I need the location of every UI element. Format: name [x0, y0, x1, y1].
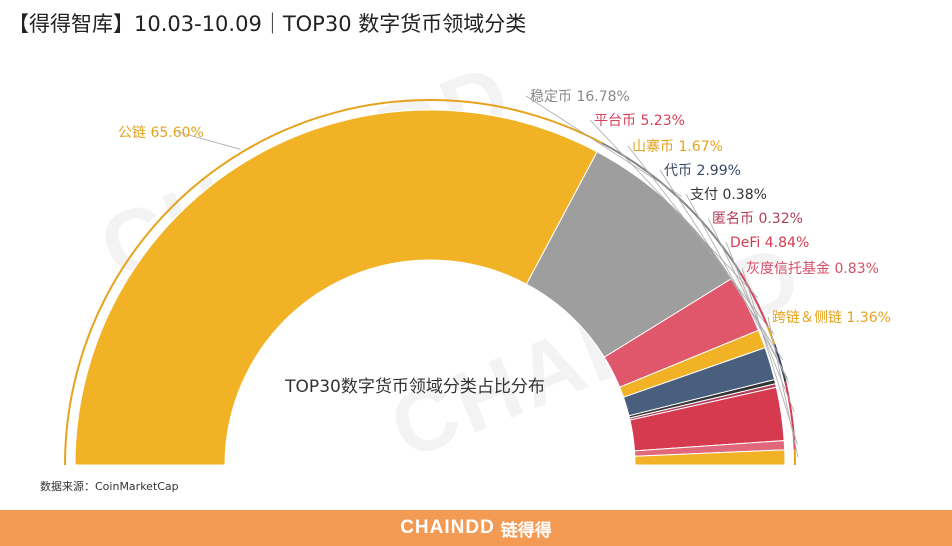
outer-ring-segment — [773, 344, 786, 378]
data-label-8: DeFi 4.84% — [730, 235, 809, 251]
slice-1 — [74, 109, 598, 466]
chart-slices — [64, 99, 796, 466]
data-label-7: 匿名币 0.32% — [712, 211, 803, 227]
half-donut-chart: 公链 65.60% 稳定币 16.78% 平台币 5.23% 山寨币 1.67% 代币 … — [64, 89, 891, 466]
footer-brand-logo: CHAINDD — [400, 517, 495, 538]
leader-line — [589, 119, 759, 299]
data-label-1: 公链 65.60% — [118, 125, 204, 141]
footer-brand-cn: 链得得 — [500, 520, 552, 541]
data-label-10: 跨链＆侧链 1.36% — [772, 310, 891, 326]
leader-line — [725, 241, 795, 413]
data-label-9: 灰度信托基金 0.83% — [746, 260, 879, 277]
data-label-4: 山寨币 1.67% — [632, 138, 723, 155]
leader-line — [741, 267, 798, 445]
outer-ring-segment — [64, 99, 603, 466]
slice-10 — [634, 449, 786, 466]
outer-ring-segment — [783, 376, 787, 382]
footer-bar: CHAINDD 链得得 — [0, 510, 952, 546]
data-source-note: 数据来源：CoinMarketCap — [40, 480, 179, 493]
chart-title: TOP30数字货币领域分类占比分布 — [284, 377, 545, 397]
outer-ring-segment — [784, 381, 788, 386]
leader-line — [685, 193, 789, 379]
page-title: 【得得智库】10.03-10.09｜TOP30 数字货币领域分类 — [8, 12, 527, 36]
outer-ring-segment — [601, 142, 742, 274]
data-label-5: 代币 2.99% — [664, 163, 741, 179]
leader-line — [525, 95, 683, 197]
chart-labels: 公链 65.60% 稳定币 16.78% 平台币 5.23% 山寨币 1.67% 代币 … — [118, 89, 891, 458]
data-label-3: 平台币 5.23% — [594, 113, 685, 129]
leader-line — [707, 217, 790, 383]
leader-line — [767, 316, 799, 458]
leader-line — [177, 131, 241, 150]
data-label-6: 支付 0.38% — [690, 187, 767, 203]
data-label-2: 稳定币 16.78% — [530, 89, 630, 105]
